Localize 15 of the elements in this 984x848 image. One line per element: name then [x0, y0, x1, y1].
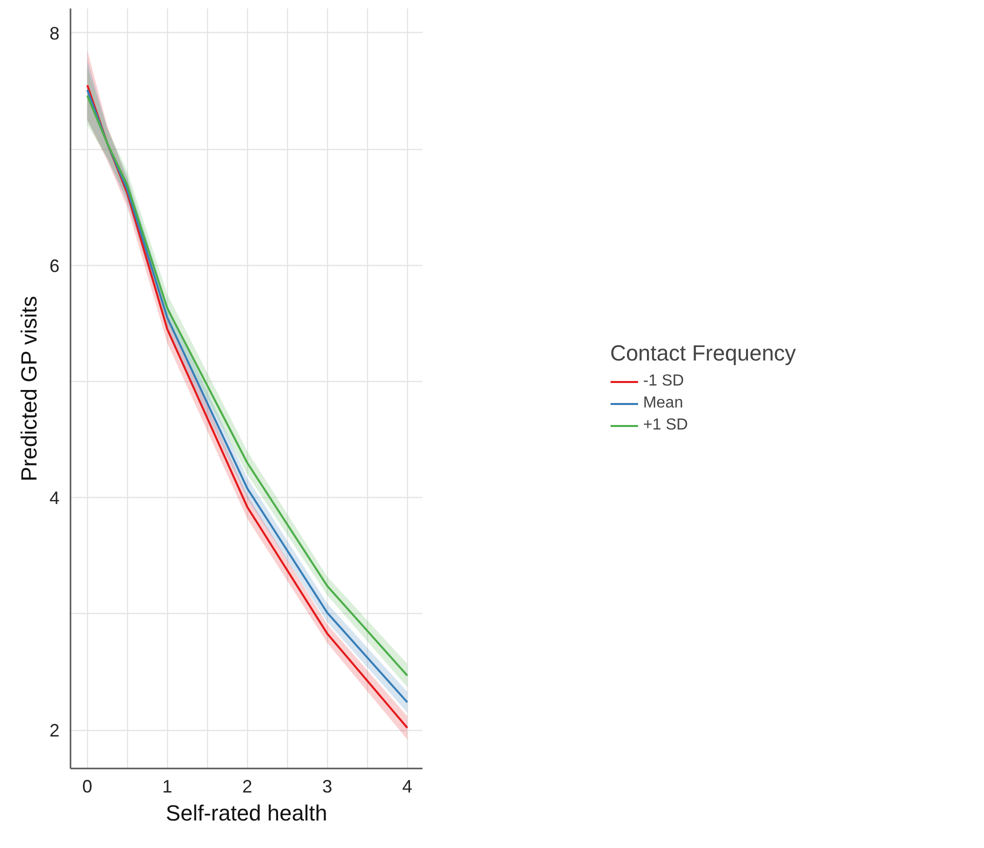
x-tick-label: 2	[242, 776, 252, 796]
x-tick-label: 3	[322, 776, 332, 796]
legend-label: -1 SD	[643, 372, 684, 390]
x-tick-label: 4	[402, 776, 412, 796]
y-tick-label: 6	[49, 256, 60, 276]
legend-label: +1 SD	[643, 416, 688, 434]
x-tick-label: 1	[162, 776, 172, 796]
x-tick-label: 0	[82, 776, 92, 796]
x-axis-title: Self-rated health	[166, 800, 328, 826]
legend-label: Mean	[643, 394, 684, 412]
y-tick-label: 8	[49, 23, 60, 44]
y-tick-label: 2	[49, 720, 60, 741]
y-tick-label: 4	[49, 488, 60, 508]
legend-title: Contact Frequency	[610, 340, 796, 366]
y-axis-title: Predicted GP visits	[16, 296, 42, 482]
